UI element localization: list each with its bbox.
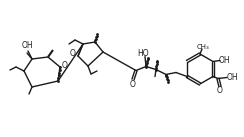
Text: HO: HO	[137, 49, 149, 58]
Text: OH: OH	[226, 73, 238, 82]
Text: O: O	[217, 86, 223, 95]
Text: OH: OH	[21, 41, 33, 49]
Text: OH: OH	[218, 56, 230, 65]
Text: O: O	[62, 61, 68, 69]
Text: O: O	[70, 49, 76, 58]
Text: CH₃: CH₃	[197, 44, 209, 50]
Text: O: O	[130, 80, 136, 89]
